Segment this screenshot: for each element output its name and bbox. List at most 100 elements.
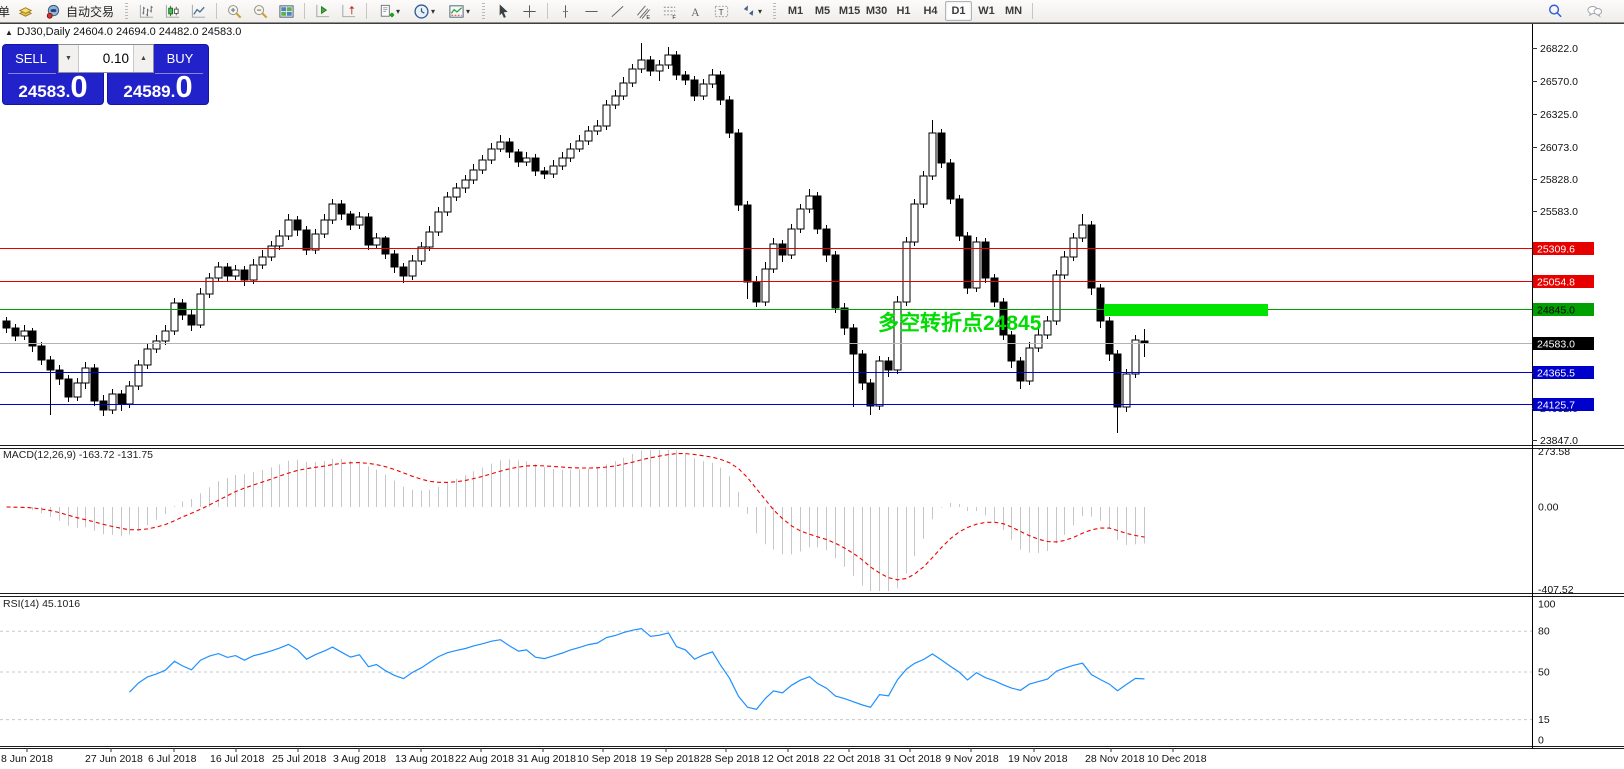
svg-text:26073.0: 26073.0 <box>1540 142 1578 154</box>
timeframe-M15[interactable]: M15 <box>838 5 861 17</box>
zoom-out-icon[interactable] <box>249 1 272 21</box>
autotrading-button[interactable]: 自动交易 <box>40 1 118 21</box>
sell-label: SELL <box>15 51 47 66</box>
price-badge: 24365.5 <box>1533 366 1594 380</box>
tile-windows-icon[interactable] <box>275 1 298 21</box>
svg-text:F: F <box>672 15 676 20</box>
collapse-triangle-icon[interactable]: ▲ <box>5 27 13 37</box>
timeframe-M30[interactable]: M30 <box>865 5 888 17</box>
svg-text:A: A <box>691 6 700 18</box>
partial-order-button[interactable]: 单 <box>0 4 11 19</box>
arrows-icon[interactable]: ▾ <box>736 1 766 21</box>
svg-text:23847.0: 23847.0 <box>1540 435 1578 447</box>
svg-text:9 Nov 2018: 9 Nov 2018 <box>945 753 999 765</box>
timeframe-bar: M1 M5 M15 M30 H1 H4 D1 W1 MN <box>783 1 1026 21</box>
annotation-text[interactable]: 多空转折点24845 <box>878 311 1042 335</box>
line-chart-icon[interactable] <box>187 1 210 21</box>
shift-end-icon[interactable] <box>337 1 360 21</box>
volume-decrease-button[interactable]: ▼ <box>59 45 79 72</box>
new-order-icon[interactable]: ▾ <box>373 1 405 21</box>
price-axis-labels: 26822.0 26570.0 26325.0 26073.0 25828.0 25583… <box>1532 23 1594 748</box>
journal-icon[interactable] <box>14 1 37 21</box>
toolbar-drag-handle[interactable] <box>773 3 777 19</box>
date-axis[interactable] <box>0 748 1532 769</box>
rsi-panel[interactable] <box>0 627 1532 721</box>
svg-text:15: 15 <box>1538 714 1550 726</box>
toolbar-drag-handle[interactable] <box>125 3 129 19</box>
svg-text:13 Aug 2018: 13 Aug 2018 <box>395 753 454 765</box>
macd-indicator-label: MACD(12,26,9) -163.72 -131.75 <box>3 449 153 461</box>
svg-text:24845.0: 24845.0 <box>1537 305 1575 317</box>
trendline-icon[interactable] <box>606 1 629 21</box>
svg-text:31 Oct 2018: 31 Oct 2018 <box>884 753 941 765</box>
sell-price-dot: . <box>65 82 71 101</box>
volume-stepper: ▼ 0.10 ▲ <box>58 44 154 73</box>
toolbar-separator <box>304 3 306 19</box>
search-icon[interactable] <box>1544 1 1567 21</box>
macd-panel[interactable] <box>6 450 1145 591</box>
svg-text:24125.7: 24125.7 <box>1537 400 1575 412</box>
vertical-line-icon[interactable] <box>554 1 577 21</box>
price-axis[interactable] <box>1533 23 1624 748</box>
candlesticks[interactable] <box>2 43 1149 433</box>
timeframe-H1[interactable]: H1 <box>896 5 911 17</box>
cursor-icon[interactable] <box>492 1 515 21</box>
periods-icon[interactable]: ▾ <box>408 1 440 21</box>
horizontal-line-icon[interactable] <box>580 1 603 21</box>
one-click-trading-panel: SELL 24583. 0 BUY 24589. 0 ▼ 0.10 ▲ <box>2 44 210 105</box>
sell-price-int: 24583 <box>18 82 66 101</box>
level-lines[interactable] <box>0 248 1532 405</box>
price-badge: 25309.6 <box>1533 242 1594 256</box>
price-badge: 24845.0 <box>1533 303 1594 317</box>
panel-separators[interactable] <box>0 445 1624 749</box>
indicators-icon[interactable]: ▾ <box>443 1 475 21</box>
svg-text:26570.0: 26570.0 <box>1540 76 1578 88</box>
candlestick-chart-icon[interactable] <box>161 1 184 21</box>
chat-icon[interactable] <box>1583 1 1606 21</box>
svg-text:10 Sep 2018: 10 Sep 2018 <box>577 753 637 765</box>
bar-chart-icon[interactable] <box>135 1 158 21</box>
crosshair-icon[interactable] <box>518 1 541 21</box>
svg-text:25583.0: 25583.0 <box>1540 206 1578 218</box>
zoom-in-icon[interactable] <box>223 1 246 21</box>
timeframe-M1[interactable]: M1 <box>787 5 804 17</box>
text-label-icon[interactable]: T <box>710 1 733 21</box>
text-icon[interactable]: A <box>684 1 707 21</box>
timeframe-M5[interactable]: M5 <box>814 5 831 17</box>
volume-value[interactable]: 0.10 <box>102 51 129 66</box>
shift-chart-icon[interactable] <box>311 1 334 21</box>
timeframe-H4[interactable]: H4 <box>923 5 938 17</box>
chart-title: ▲ DJ30,Daily 24604.0 24694.0 24482.0 245… <box>5 26 241 38</box>
current-price-badge: 24583.0 <box>1533 337 1594 351</box>
svg-text:E: E <box>646 15 650 20</box>
buy-underline <box>155 73 203 74</box>
toolbar-separator <box>216 3 218 19</box>
timeframe-W1[interactable]: W1 <box>978 5 995 17</box>
svg-text:6 Jul 2018: 6 Jul 2018 <box>148 753 197 765</box>
svg-text:16 Jul 2018: 16 Jul 2018 <box>210 753 264 765</box>
svg-text:22 Aug 2018: 22 Aug 2018 <box>455 753 514 765</box>
green-zone-box[interactable] <box>1104 304 1268 316</box>
svg-text:8 Jun 2018: 8 Jun 2018 <box>1 753 53 765</box>
equidistant-channel-icon[interactable]: E <box>632 1 655 21</box>
chevron-down-icon: ▾ <box>396 6 401 16</box>
sell-underline <box>8 73 56 74</box>
fibonacci-icon[interactable]: F <box>658 1 681 21</box>
date-axis-labels: 8 Jun 2018 27 Jun 2018 6 Jul 2018 16 Jul 20… <box>1 748 1207 765</box>
svg-text:19 Nov 2018: 19 Nov 2018 <box>1008 753 1068 765</box>
chevron-down-icon: ▾ <box>758 6 763 16</box>
svg-text:26822.0: 26822.0 <box>1540 43 1578 55</box>
svg-text:27 Jun 2018: 27 Jun 2018 <box>85 753 143 765</box>
volume-increase-button[interactable]: ▲ <box>133 45 153 72</box>
svg-text:12 Oct 2018: 12 Oct 2018 <box>762 753 819 765</box>
price-badge: 24125.7 <box>1533 398 1594 412</box>
price-badge: 25054.8 <box>1533 275 1594 289</box>
toolbar-drag-handle[interactable] <box>482 3 486 19</box>
svg-text:19 Sep 2018: 19 Sep 2018 <box>640 753 700 765</box>
timeframe-D1[interactable]: D1 <box>945 1 973 21</box>
sell-price-big-digit: 0 <box>70 69 88 104</box>
svg-text:80: 80 <box>1538 626 1550 638</box>
timeframe-MN[interactable]: MN <box>1004 5 1023 17</box>
svg-text:25309.6: 25309.6 <box>1537 244 1575 256</box>
